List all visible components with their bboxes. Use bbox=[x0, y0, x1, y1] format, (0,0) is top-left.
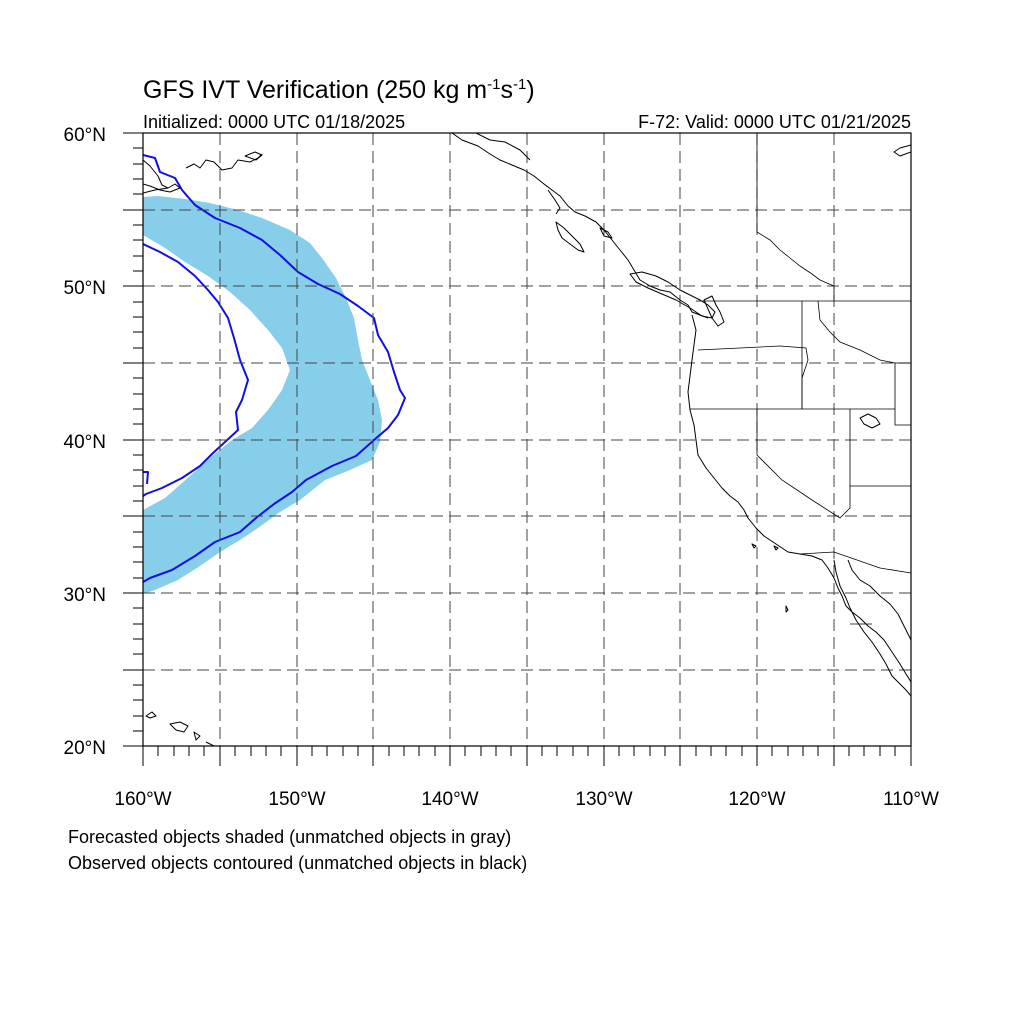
lat-label-30n: 30°N bbox=[64, 585, 106, 606]
lon-label-160w: 160°W bbox=[114, 789, 171, 810]
lat-label-20n: 20°N bbox=[64, 738, 106, 759]
lon-label-120w: 120°W bbox=[728, 789, 785, 810]
observed-note: Observed objects contoured (unmatched ob… bbox=[68, 853, 527, 873]
political-borders bbox=[690, 133, 911, 625]
lat-lon-grid bbox=[143, 133, 911, 746]
longitude-labels: 160°W 150°W 140°W 130°W 120°W 110°W bbox=[114, 789, 939, 810]
lon-label-110w: 110°W bbox=[883, 789, 939, 810]
lat-label-40n: 40°N bbox=[64, 432, 106, 453]
observed-ivt-contour-fragment bbox=[143, 471, 149, 485]
latitude-labels: 60°N 50°N 40°N 30°N 20°N bbox=[64, 125, 106, 759]
forecast-ivt-object bbox=[143, 196, 382, 594]
lon-label-150w: 150°W bbox=[268, 789, 325, 810]
init-time-label: Initialized: 0000 UTC 01/18/2025 bbox=[143, 112, 405, 132]
figure-title: GFS IVT Verification (250 kg m-1s-1) bbox=[143, 76, 535, 104]
axis-ticks bbox=[123, 132, 912, 766]
coastlines bbox=[143, 133, 911, 746]
observed-ivt-contour bbox=[143, 154, 406, 583]
lat-label-50n: 50°N bbox=[64, 278, 106, 299]
map-panel bbox=[143, 133, 911, 746]
forecast-note: Forecasted objects shaded (unmatched obj… bbox=[68, 827, 511, 847]
lat-label-60n: 60°N bbox=[64, 125, 106, 146]
lon-label-140w: 140°W bbox=[421, 789, 478, 810]
lon-label-130w: 130°W bbox=[575, 789, 632, 810]
valid-time-label: F-72: Valid: 0000 UTC 01/21/2025 bbox=[638, 112, 911, 132]
